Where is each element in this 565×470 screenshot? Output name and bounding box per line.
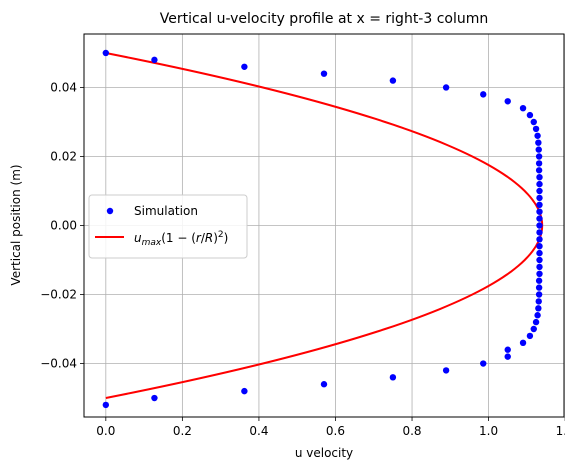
simulation-point: [535, 146, 542, 153]
simulation-point: [480, 91, 487, 98]
simulation-point: [532, 125, 540, 133]
simulation-point: [504, 353, 511, 360]
simulation-point: [536, 194, 543, 202]
simulation-point: [536, 215, 543, 222]
y-tick-label: 0.00: [50, 219, 77, 233]
simulation-point: [536, 270, 543, 278]
simulation-point: [480, 360, 487, 367]
simulation-point: [151, 56, 158, 64]
y-tick-label: −0.02: [40, 288, 77, 302]
simulation-point: [320, 381, 328, 388]
x-axis: 0.0 0.2 0.4 0.6 0.8 1.0 1.2: [96, 417, 565, 438]
x-tick-label: 1.2: [556, 424, 565, 438]
x-tick-label: 0.8: [402, 424, 421, 438]
simulation-point: [536, 208, 543, 215]
grid: [84, 34, 565, 417]
x-tick-label: 0.4: [249, 424, 268, 438]
legend: Simulation umax(1 − (r/R)2): [88, 194, 248, 259]
simulation-point: [241, 387, 248, 395]
simulation-point: [389, 77, 397, 84]
x-tick-label: 0.6: [326, 424, 345, 438]
simulation-point: [535, 284, 543, 291]
simulation-point: [519, 339, 527, 347]
simulation-point: [534, 132, 541, 139]
simulation-point: [241, 63, 248, 70]
simulation-point: [536, 263, 543, 271]
simulation-point: [320, 70, 328, 77]
x-tick-label: 0.2: [173, 424, 192, 438]
simulation-point: [535, 139, 542, 146]
legend-box: [88, 194, 248, 259]
simulation-point: [536, 256, 543, 264]
simulation-point: [102, 401, 110, 409]
simulation-point: [389, 374, 397, 381]
y-axis: −0.04 −0.02 0.00 0.02 0.04: [40, 80, 84, 371]
y-axis-label: Vertical position (m): [9, 164, 23, 285]
simulation-point: [442, 367, 450, 374]
simulation-point: [535, 160, 543, 167]
simulation-point: [536, 249, 543, 257]
x-axis-label: u velocity: [295, 446, 353, 460]
y-tick-label: 0.04: [50, 80, 77, 94]
simulation-point: [536, 173, 543, 181]
simulation-point: [535, 298, 542, 305]
simulation-point: [530, 118, 537, 126]
simulation-point: [536, 236, 543, 243]
simulation-point: [535, 153, 543, 160]
legend-label-simulation: Simulation: [134, 204, 198, 218]
simulation-point: [151, 394, 158, 402]
y-tick-label: 0.02: [50, 149, 77, 163]
x-tick-label: 0.0: [96, 424, 115, 438]
simulation-point: [536, 222, 543, 229]
x-tick-label: 1.0: [479, 424, 498, 438]
simulation-point: [535, 291, 543, 298]
legend-marker-simulation: [106, 207, 114, 215]
simulation-point: [535, 305, 542, 312]
simulation-point: [536, 201, 543, 208]
simulation-point: [536, 180, 543, 188]
simulation-point: [519, 104, 527, 112]
simulation-point: [530, 325, 537, 333]
simulation-point: [536, 243, 543, 250]
simulation-point: [532, 318, 540, 326]
simulation-point: [102, 49, 110, 57]
simulation-point: [534, 312, 541, 319]
simulation-point: [442, 84, 450, 91]
simulation-point: [536, 229, 543, 236]
scatter-points: [102, 49, 543, 409]
y-tick-label: −0.04: [40, 357, 77, 371]
chart-title: Vertical u-velocity profile at x = right…: [160, 11, 489, 27]
simulation-point: [504, 98, 511, 105]
simulation-point: [535, 167, 543, 174]
simulation-point: [535, 277, 543, 284]
simulation-point: [536, 187, 543, 195]
simulation-point: [526, 332, 534, 340]
simulation-point: [504, 346, 511, 353]
simulation-point: [526, 111, 534, 119]
